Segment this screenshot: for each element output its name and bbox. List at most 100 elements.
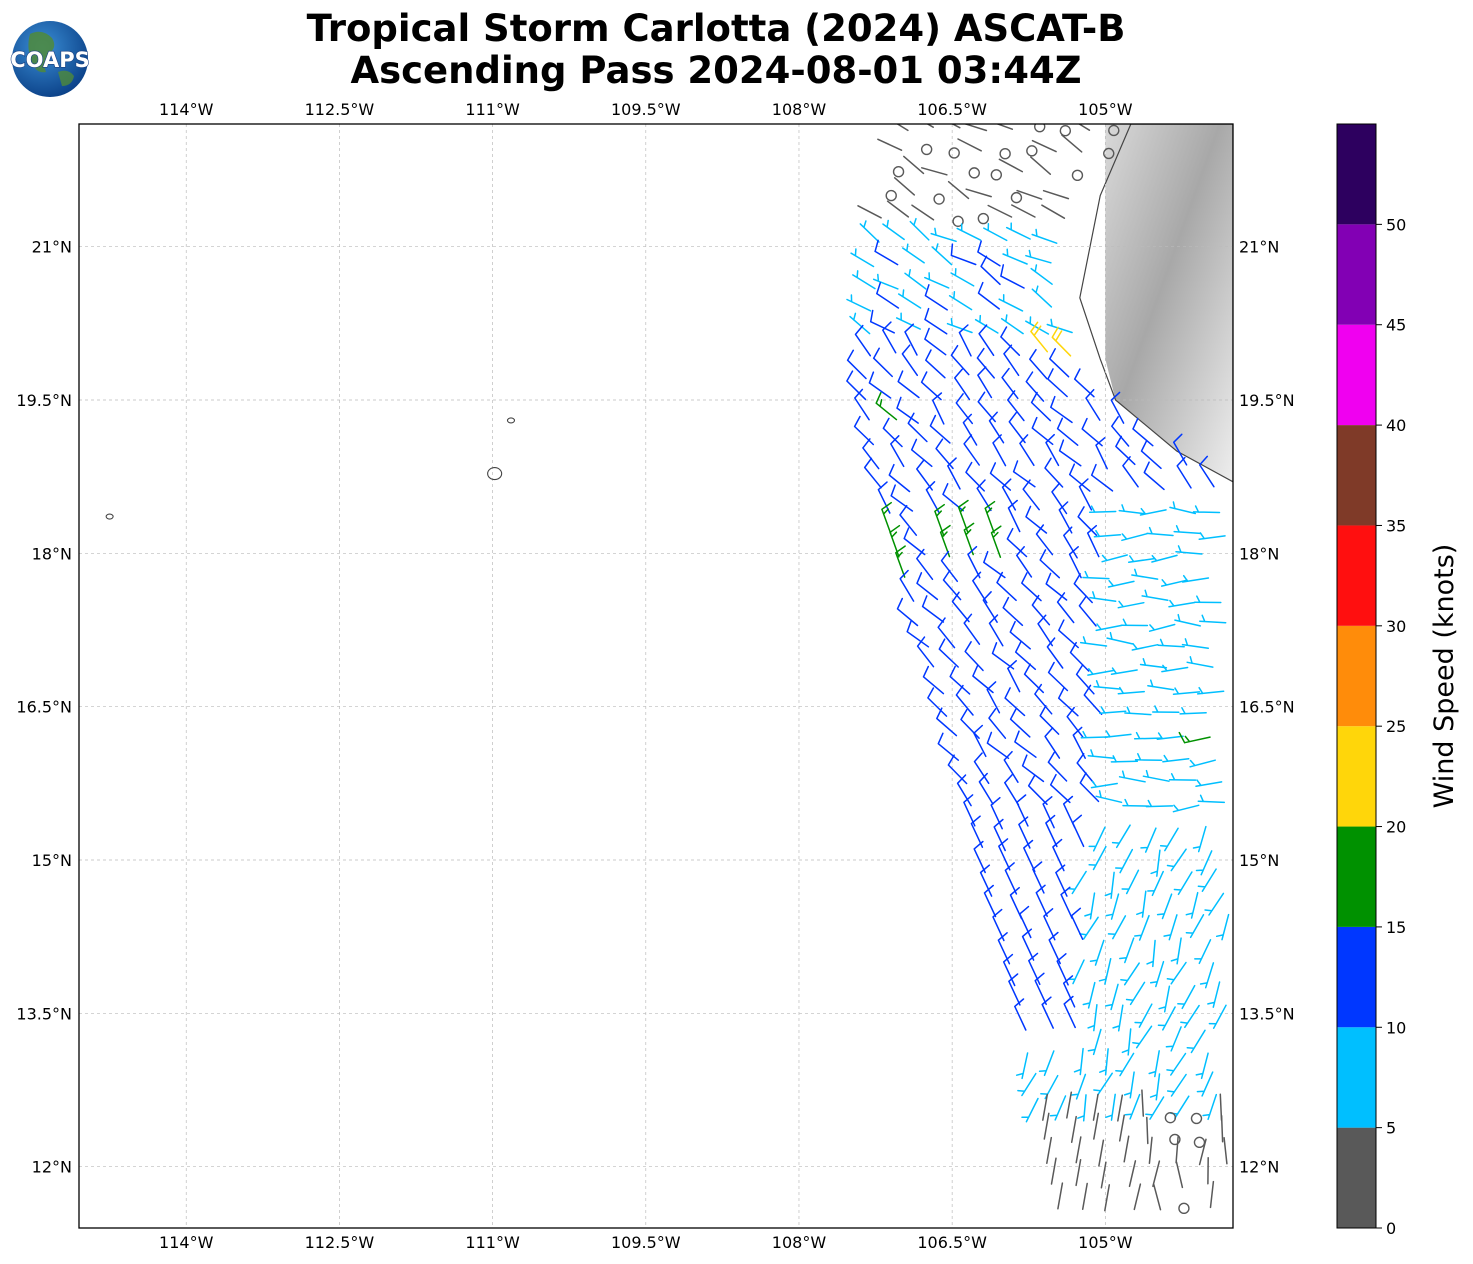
wind-barb: [1087, 1004, 1098, 1032]
calm-wind-marker: [1190, 1112, 1203, 1125]
wind-barb: [859, 220, 880, 243]
wind-barb: [1001, 478, 1017, 511]
wind-barb: [1148, 1050, 1160, 1078]
wind-barb: [1046, 318, 1073, 334]
wind-barb: [1198, 455, 1215, 488]
wind-barb: [957, 138, 982, 152]
wind-barb: [973, 724, 987, 758]
wind-barb: [1168, 599, 1196, 608]
wind-barb: [1075, 664, 1095, 695]
wind-barb: [987, 204, 1013, 218]
wind-barb: [1146, 939, 1156, 968]
wind-barb: [1031, 416, 1054, 446]
wind-barb: [1177, 984, 1196, 1010]
wind-barb: [950, 344, 970, 376]
wind-barb: [1078, 595, 1097, 627]
wind-barb: [1045, 572, 1068, 601]
wind-barb: [1012, 460, 1036, 488]
wind-barb: [901, 344, 919, 377]
calm-wind-marker: [920, 143, 933, 156]
wind-barb: [882, 417, 903, 448]
x-tick-label-bottom: 114°W: [159, 1233, 214, 1252]
wind-barb: [1063, 995, 1076, 1029]
calm-wind-marker: [1178, 1202, 1190, 1215]
wind-barb: [1061, 134, 1083, 153]
colorbar-segment: [1337, 625, 1376, 727]
wind-barb: [951, 591, 970, 623]
wind-barb: [955, 393, 974, 425]
wind-barb: [1039, 705, 1060, 735]
wind-barb: [1025, 505, 1048, 534]
wind-barb: [955, 684, 974, 716]
wind-barb: [1098, 1139, 1105, 1167]
wind-barb: [1056, 417, 1079, 446]
wind-barb: [899, 504, 918, 536]
calm-wind-marker: [1103, 147, 1115, 160]
wind-barb: [1133, 731, 1162, 740]
wind-barb: [1173, 525, 1201, 535]
colorbar-tick-label: 25: [1386, 717, 1406, 736]
wind-barb: [960, 708, 980, 739]
wind-barb: [965, 461, 985, 492]
wind-barb: [962, 413, 978, 446]
wind-barb: [904, 323, 918, 356]
wind-barb: [1042, 189, 1070, 200]
wind-barb: [1157, 638, 1185, 648]
wind-barb: [1115, 435, 1136, 466]
wind-barb: [1117, 1094, 1124, 1122]
wind-barb: [1068, 546, 1082, 579]
wind-barb: [924, 327, 947, 356]
map-plot-area: 114°W 114°W 112.5°W 112.5°W 111°W 111°W 109.5°…: [16, 100, 1294, 1252]
wind-barb: [997, 932, 1011, 965]
wind-barb: [1172, 687, 1201, 695]
wind-barb: [1118, 504, 1146, 515]
wind-barb: [1122, 798, 1150, 807]
wind-barb: [1060, 886, 1073, 919]
wind-barb: [1198, 532, 1226, 540]
wind-barb: [1100, 1161, 1107, 1189]
wind-barb: [1175, 1136, 1179, 1164]
wind-barb: [1049, 348, 1070, 378]
wind-barb: [1077, 124, 1091, 131]
wind-barb: [1156, 732, 1184, 740]
wind-barb: [1092, 1093, 1099, 1121]
chart-title-line-2: Ascending Pass 2024-08-01 03:44Z: [350, 49, 1081, 92]
wind-barb: [1023, 663, 1045, 694]
wind-barb: [1015, 1052, 1029, 1080]
wind-barb: [1133, 1183, 1142, 1211]
wind-barb: [1152, 705, 1180, 714]
wind-barb: [1215, 913, 1230, 941]
wind-barb: [1119, 937, 1135, 964]
wind-barb: [1031, 594, 1051, 626]
wind-barb: [950, 268, 975, 287]
wind-barb: [1016, 794, 1029, 827]
colorbar-segment: [1337, 425, 1376, 526]
wind-barb: [1068, 463, 1091, 492]
gridlines: [79, 124, 1233, 1228]
wind-barb: [998, 158, 1024, 173]
wind-barb: [956, 774, 972, 807]
x-tick-label-bottom: 105°W: [1078, 1233, 1133, 1252]
wind-barb: [1062, 975, 1076, 1008]
wind-barb: [877, 138, 903, 151]
x-tick-label-top: 111°W: [465, 100, 520, 119]
x-tick-label-top: 108°W: [772, 100, 827, 119]
wind-barb: [937, 617, 956, 649]
wind-barb: [890, 484, 914, 512]
calm-wind-marker: [1026, 145, 1038, 157]
wind-barb: [1146, 1116, 1149, 1145]
calm-wind-marker: [977, 212, 990, 225]
wind-barb: [1174, 613, 1201, 627]
wind-barb: [1158, 985, 1171, 1013]
wind-barb: [965, 188, 992, 198]
map-frame: [78, 123, 1234, 1229]
colorbar-tick-label: 20: [1386, 818, 1406, 837]
wind-barb: [1204, 892, 1225, 916]
wind-barb: [1002, 248, 1028, 265]
wind-barb: [1002, 953, 1016, 987]
y-tick-label-left: 21°N: [32, 238, 72, 257]
wind-barb: [957, 499, 969, 533]
wind-barb: [967, 545, 981, 579]
wind-barb: [1143, 461, 1165, 491]
wind-barb: [1088, 505, 1117, 513]
